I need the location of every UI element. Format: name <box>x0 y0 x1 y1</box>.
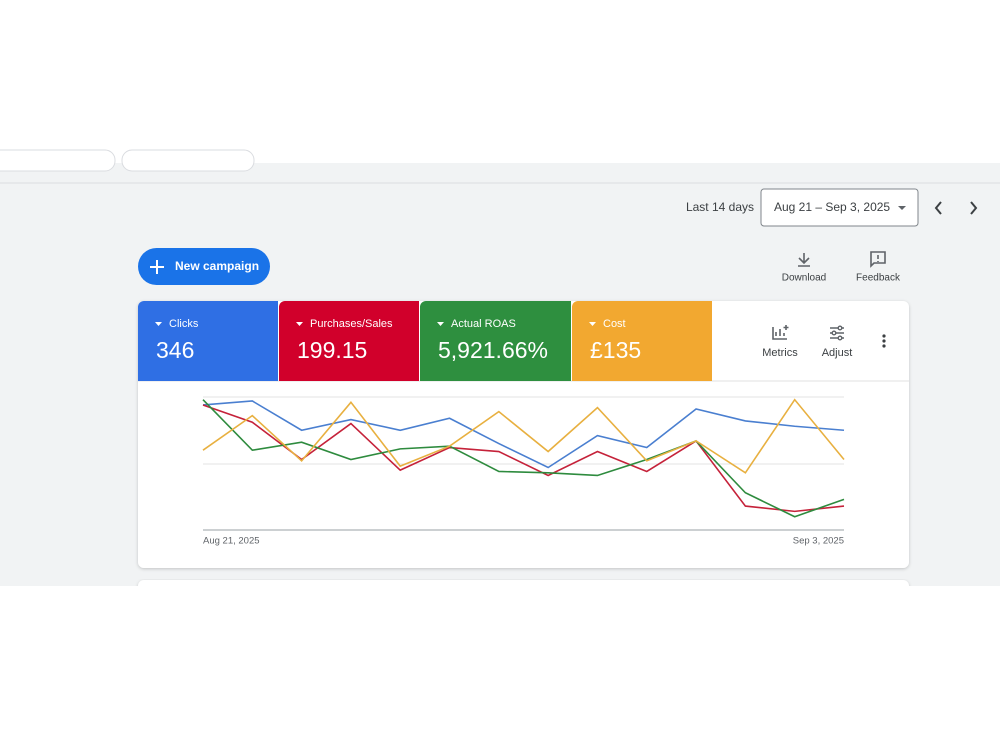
button-label: New campaign <box>175 259 259 273</box>
date-range: Aug 21 – Sep 3, 2025 <box>774 200 890 214</box>
download-button[interactable]: Download <box>782 253 826 284</box>
tile-label: Cost <box>603 318 626 330</box>
feedback-button[interactable]: Feedback <box>856 251 901 284</box>
tile-bg <box>420 301 571 381</box>
series-line <box>202 399 845 518</box>
adjust-button[interactable]: Adjust <box>822 325 853 359</box>
metric-tile[interactable]: Actual ROAS 5,921.66% <box>420 301 571 381</box>
tile-caret <box>155 322 162 326</box>
metric-tile[interactable]: Clicks 346 <box>138 301 278 381</box>
tile-value: 199.15 <box>297 337 367 363</box>
tile-bg <box>279 301 419 381</box>
tile-caret <box>296 322 303 326</box>
dot <box>882 334 886 338</box>
x-tick-label: Aug 21, 2025 <box>203 536 260 547</box>
more-button[interactable] <box>882 334 886 348</box>
adjust-label: Adjust <box>822 347 853 359</box>
new-campaign-button[interactable]: New campaign <box>138 248 270 285</box>
metrics-icon <box>772 325 789 340</box>
prev-button[interactable] <box>934 201 942 215</box>
tile-bg <box>138 301 278 381</box>
download-icon <box>798 253 810 267</box>
tile-value: £135 <box>590 337 641 363</box>
adjust-knob <box>831 330 837 336</box>
metric-tiles: Clicks 346 Purchases/Sales 199.15 Actual ROA… <box>138 301 712 381</box>
dot <box>882 339 886 343</box>
dot <box>882 344 886 348</box>
series-line <box>202 404 845 513</box>
tile-value: 5,921.66% <box>438 337 548 363</box>
dropdown-arrow <box>898 206 906 210</box>
tile-value: 346 <box>156 337 194 363</box>
series-line <box>202 400 845 469</box>
metrics-button[interactable]: Metrics <box>762 325 798 359</box>
plot: Aug 21, 2025 Sep 3, 2025 <box>202 398 845 547</box>
tile-caret <box>589 322 596 326</box>
bottom-area <box>0 586 1000 750</box>
button-bg <box>138 248 270 285</box>
metric-tile[interactable]: Purchases/Sales 199.15 <box>279 301 419 381</box>
x-tick-label: Sep 3, 2025 <box>793 536 844 547</box>
tile-bg <box>572 301 712 381</box>
tile-label: Purchases/Sales <box>310 318 393 330</box>
tab[interactable] <box>121 149 255 172</box>
plus-icon <box>150 260 164 274</box>
feedback-icon <box>870 251 886 268</box>
adjust-knob <box>837 335 843 341</box>
adjust-knob <box>837 325 843 331</box>
next-button[interactable] <box>970 201 978 215</box>
feedback-label: Feedback <box>856 273 901 284</box>
tile-caret <box>437 322 444 326</box>
download-label: Download <box>782 273 826 284</box>
period-label: Last 14 days <box>686 200 754 214</box>
tab[interactable] <box>0 149 116 172</box>
tile-label: Clicks <box>169 318 199 330</box>
metrics-label: Metrics <box>762 347 798 359</box>
date-picker[interactable] <box>760 188 919 227</box>
tile-label: Actual ROAS <box>451 318 516 330</box>
metric-tile[interactable]: Cost £135 <box>572 301 712 381</box>
series-line <box>202 398 845 474</box>
